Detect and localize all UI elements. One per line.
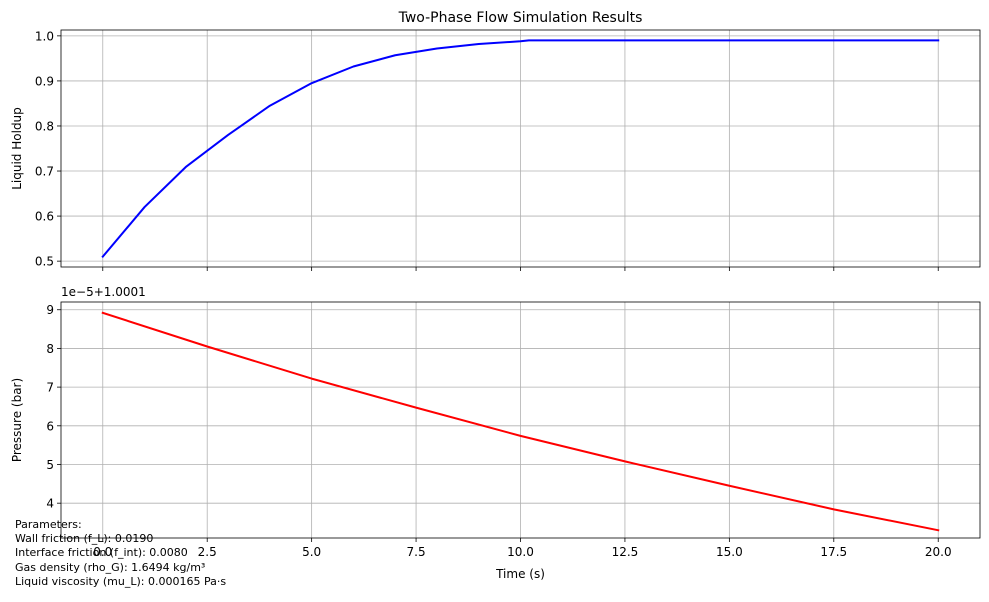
x-tick-label: 2.5 <box>198 545 217 559</box>
y-axis-offset-label: 1e−5+1.0001 <box>61 285 146 299</box>
x-tick-label: 10.0 <box>507 545 534 559</box>
y-tick-label: 0.5 <box>35 255 54 269</box>
parameter-line: Interface friction (f_int): 0.0080 <box>15 546 188 560</box>
y-tick-label: 0.6 <box>35 210 54 224</box>
grid-lines <box>61 30 980 267</box>
series-line-1 <box>101 39 940 259</box>
parameters-annotation: Parameters: Wall friction (f_L): 0.0190 In… <box>15 518 226 589</box>
y-tick-label: 6 <box>46 419 54 433</box>
y-tick-label: 4 <box>46 497 54 511</box>
y-tick-label: 8 <box>46 342 54 356</box>
y-tick-label: 1.0 <box>35 29 54 43</box>
parameters-heading: Parameters: <box>15 518 82 531</box>
y-tick-label: 0.9 <box>35 74 54 88</box>
x-tick-label: 17.5 <box>820 545 847 559</box>
y-axis-label: Pressure (bar) <box>10 378 24 462</box>
x-tick-label: 15.0 <box>716 545 743 559</box>
x-axis-label: Time (s) <box>495 567 545 581</box>
x-tick-label: 7.5 <box>407 545 426 559</box>
x-tick-label: 5.0 <box>302 545 321 559</box>
x-tick-label: 0.0 <box>93 545 112 559</box>
parameter-line: Gas density (rho_G): 1.6494 kg/m³ <box>15 560 206 574</box>
parameter-line: Liquid viscosity (mu_L): 0.000165 Pa·s <box>15 574 227 588</box>
y-tick-label: 9 <box>46 303 54 317</box>
y-tick-label: 0.7 <box>35 165 54 179</box>
subplot-1: 0.5 0.6 0.7 0.8 0.9 1.0 Two-Phase Flow Simulat… <box>10 10 981 271</box>
grid-lines <box>61 302 980 538</box>
y-tick-label: 0.8 <box>35 119 54 133</box>
x-tick-label: 20.0 <box>925 545 952 559</box>
subplot-2: 0.0 2.5 5.0 7.5 10.0 12.5 15.0 17.5 20.0 4 5 6 7 8 9 Ti… <box>10 285 981 581</box>
chart-title: Two-Phase Flow Simulation Results <box>398 10 643 26</box>
y-tick-label: 7 <box>46 381 54 395</box>
series-line-1 <box>101 311 940 532</box>
y-tick-label: 5 <box>46 458 54 472</box>
x-tick-label: 12.5 <box>612 545 639 559</box>
parameter-line: Wall friction (f_L): 0.0190 <box>15 532 154 546</box>
y-axis-label: Liquid Holdup <box>10 107 24 190</box>
